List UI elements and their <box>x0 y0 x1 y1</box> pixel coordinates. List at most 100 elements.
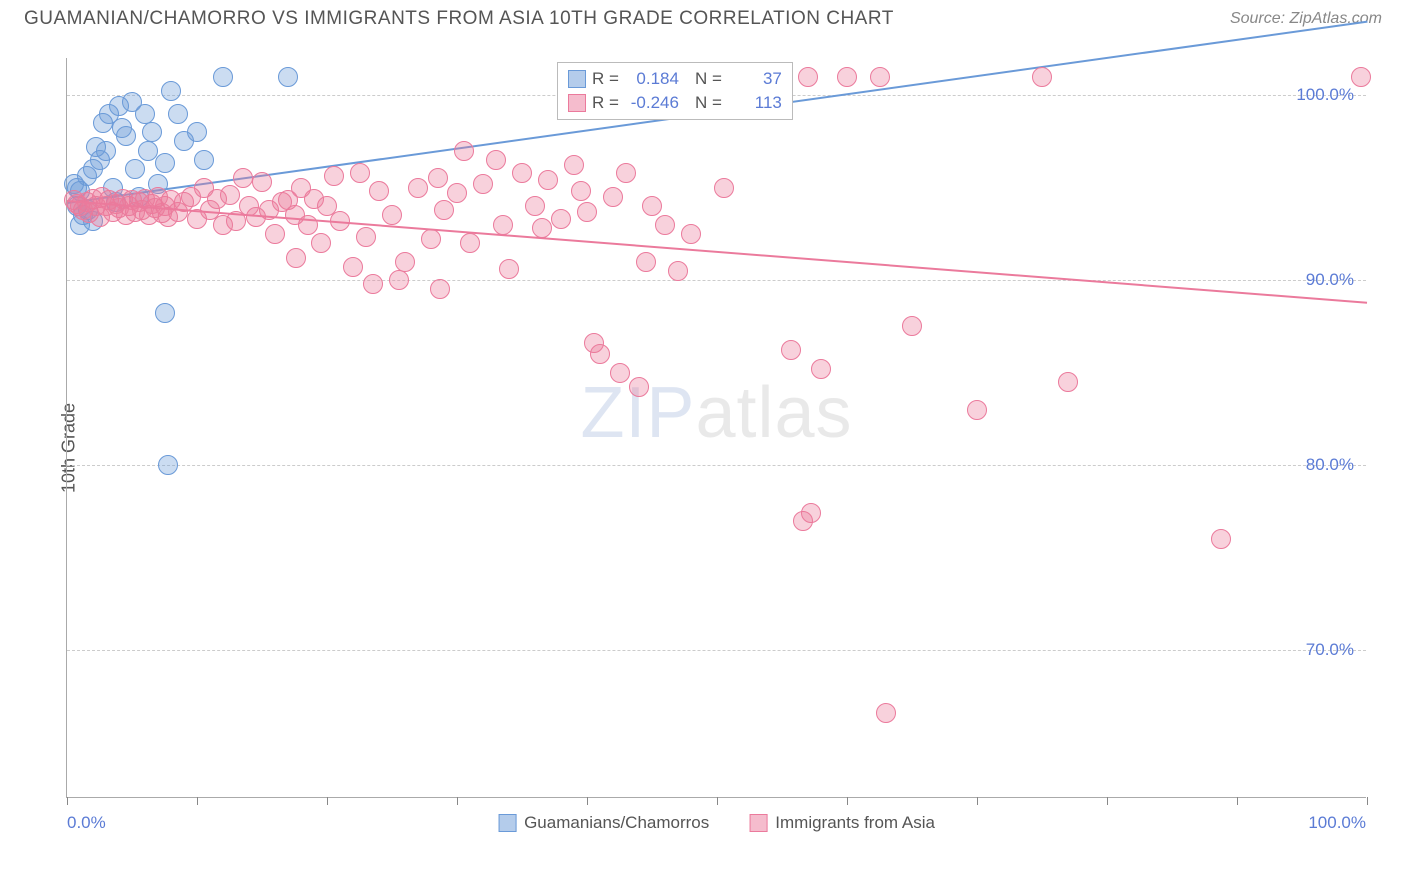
scatter-point <box>781 340 801 360</box>
watermark-suffix: atlas <box>695 373 852 453</box>
n-value: 37 <box>728 69 782 89</box>
scatter-point <box>363 274 383 294</box>
scatter-point <box>801 503 821 523</box>
stats-legend: R =0.184N =37R =-0.246N =113 <box>557 62 793 120</box>
scatter-point <box>525 196 545 216</box>
n-label: N = <box>695 93 722 113</box>
chart-container: 10th Grade ZIPatlas 70.0%80.0%90.0%100.0… <box>24 48 1384 848</box>
scatter-point <box>447 183 467 203</box>
scatter-point <box>324 166 344 186</box>
scatter-point <box>350 163 370 183</box>
scatter-point <box>870 67 890 87</box>
scatter-point <box>356 227 376 247</box>
scatter-point <box>311 233 331 253</box>
r-label: R = <box>592 69 619 89</box>
r-value: 0.184 <box>625 69 679 89</box>
scatter-point <box>499 259 519 279</box>
scatter-point <box>532 218 552 238</box>
watermark: ZIPatlas <box>580 372 852 454</box>
scatter-point <box>343 257 363 277</box>
scatter-point <box>194 150 214 170</box>
scatter-point <box>135 104 155 124</box>
scatter-point <box>395 252 415 272</box>
scatter-point <box>286 248 306 268</box>
r-label: R = <box>592 93 619 113</box>
scatter-point <box>142 122 162 142</box>
chart-title: GUAMANIAN/CHAMORRO VS IMMIGRANTS FROM AS… <box>24 8 894 30</box>
scatter-point <box>629 377 649 397</box>
x-tick <box>847 797 848 805</box>
scatter-point <box>389 270 409 290</box>
scatter-point <box>125 159 145 179</box>
stats-legend-row: R =0.184N =37 <box>568 67 782 91</box>
scatter-point <box>1032 67 1052 87</box>
scatter-point <box>430 279 450 299</box>
scatter-point <box>278 67 298 87</box>
scatter-point <box>571 181 591 201</box>
scatter-point <box>655 215 675 235</box>
y-tick-label: 70.0% <box>1306 640 1354 660</box>
scatter-point <box>668 261 688 281</box>
series-legend-item: Immigrants from Asia <box>749 813 935 833</box>
scatter-point <box>967 400 987 420</box>
scatter-point <box>158 455 178 475</box>
scatter-point <box>610 363 630 383</box>
x-tick <box>1367 797 1368 805</box>
scatter-point <box>408 178 428 198</box>
scatter-point <box>116 126 136 146</box>
scatter-point <box>1058 372 1078 392</box>
y-tick-label: 80.0% <box>1306 455 1354 475</box>
x-max-label: 100.0% <box>1308 813 1366 833</box>
gridline <box>67 650 1366 651</box>
scatter-point <box>616 163 636 183</box>
scatter-point <box>96 141 116 161</box>
scatter-point <box>1351 67 1371 87</box>
scatter-point <box>252 172 272 192</box>
scatter-point <box>603 187 623 207</box>
scatter-point <box>265 224 285 244</box>
x-tick <box>327 797 328 805</box>
scatter-point <box>798 67 818 87</box>
scatter-point <box>434 200 454 220</box>
legend-swatch <box>568 70 586 88</box>
scatter-point <box>590 344 610 364</box>
n-value: 113 <box>728 93 782 113</box>
series-legend: Guamanians/Chamorros Immigrants from Asia <box>498 813 935 833</box>
gridline <box>67 280 1366 281</box>
x-tick <box>67 797 68 805</box>
scatter-point <box>460 233 480 253</box>
scatter-point <box>636 252 656 272</box>
scatter-point <box>564 155 584 175</box>
scatter-point <box>155 153 175 173</box>
source-attribution: Source: ZipAtlas.com <box>1230 10 1382 28</box>
scatter-point <box>421 229 441 249</box>
r-value: -0.246 <box>625 93 679 113</box>
scatter-point <box>486 150 506 170</box>
scatter-point <box>220 185 240 205</box>
x-tick <box>587 797 588 805</box>
x-tick <box>457 797 458 805</box>
scatter-point <box>155 303 175 323</box>
scatter-point <box>138 141 158 161</box>
scatter-point <box>382 205 402 225</box>
scatter-point <box>473 174 493 194</box>
scatter-point <box>213 67 233 87</box>
legend-swatch <box>498 814 516 832</box>
y-tick-label: 90.0% <box>1306 270 1354 290</box>
y-tick-label: 100.0% <box>1296 85 1354 105</box>
scatter-point <box>876 703 896 723</box>
scatter-point <box>681 224 701 244</box>
scatter-point <box>837 67 857 87</box>
scatter-point <box>454 141 474 161</box>
x-min-label: 0.0% <box>67 813 106 833</box>
series-legend-item: Guamanians/Chamorros <box>498 813 709 833</box>
scatter-point <box>642 196 662 216</box>
scatter-point <box>161 81 181 101</box>
scatter-point <box>428 168 448 188</box>
legend-swatch <box>568 94 586 112</box>
scatter-point <box>811 359 831 379</box>
scatter-point <box>538 170 558 190</box>
scatter-point <box>187 122 207 142</box>
trendline <box>67 200 1367 304</box>
x-tick <box>717 797 718 805</box>
